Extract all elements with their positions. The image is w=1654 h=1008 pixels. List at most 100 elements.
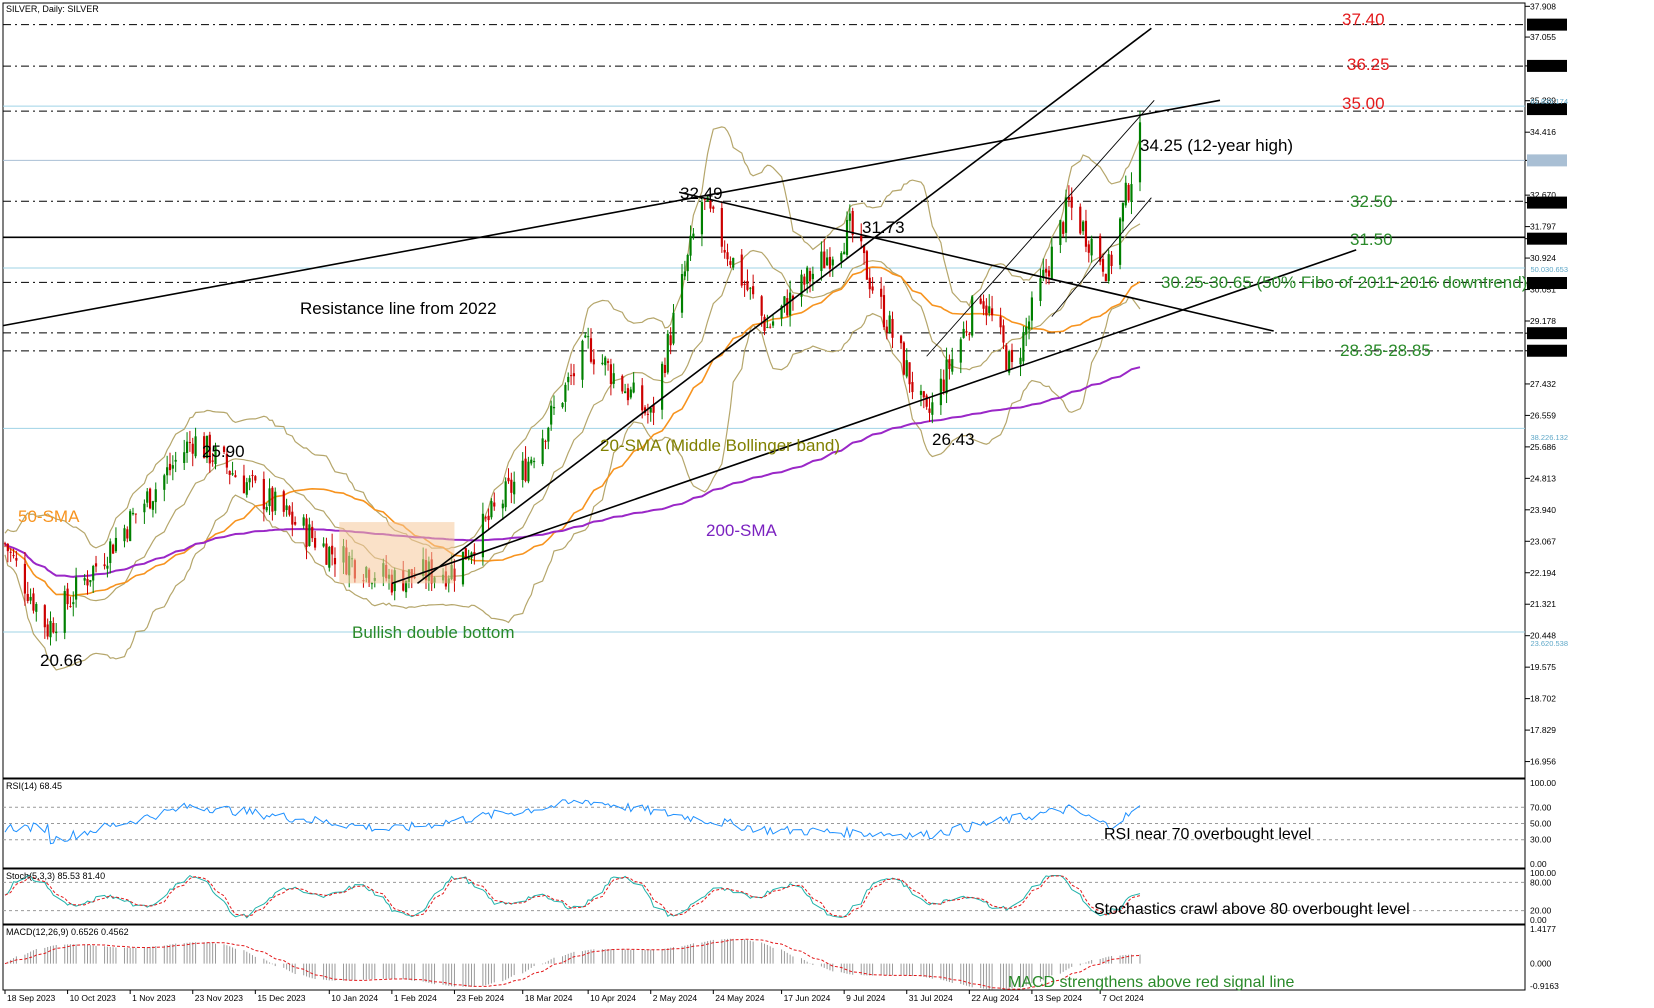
candle-body [561,402,564,408]
trend-lines [2,27,1357,585]
candle-body [931,402,934,415]
stoch-k-line [4,874,1141,919]
candle-body [1107,254,1110,281]
candle-body [587,336,590,338]
candle-body [564,384,567,402]
candle-body [487,515,490,521]
candle-body [899,335,903,344]
y-tick-box [1527,154,1567,167]
candle-body [723,249,726,253]
candle-body [262,478,265,510]
candle-body [820,251,823,272]
candle-body [826,257,829,266]
candle-body [69,606,72,608]
candle-body [865,251,869,280]
candle-body [234,475,237,478]
candle-body [862,244,866,254]
candle-body [1064,197,1068,233]
x-tick-label: 18 Mar 2024 [525,993,573,1003]
candle-body [390,574,393,593]
sma20-annotation: 20-SMA (Middle Bollinger band) [600,436,840,455]
candle-body [1005,345,1008,371]
candle-body [902,342,905,375]
x-tick-label: 7 Oct 2024 [1102,993,1144,1003]
channel-upper [926,100,1155,357]
candle-body [464,548,467,560]
fibo-236-label: 23.620.538 [1530,639,1568,648]
y-tick-label: 16.956 [1530,757,1556,767]
long-support-line [391,249,1357,585]
candle-body [404,580,408,593]
candle-body [803,276,806,285]
x-tick-label: 24 May 2024 [715,993,764,1003]
candle-body [601,362,604,365]
candle-body [948,359,951,369]
y-tick-label: 18.702 [1530,694,1556,704]
bollinger-upper [4,126,1141,550]
candle-body [760,296,763,316]
candle-body [911,382,914,393]
peak-may-annotation: 32.49 [680,184,723,203]
candle-body [9,551,12,553]
candle-body [86,578,89,586]
y-tick-label: 32.463 [1530,198,1556,208]
price-levels [3,24,1525,352]
candle-body [928,408,931,413]
candle-body [1039,278,1042,301]
candle-body [288,506,291,515]
candle-body [1042,269,1045,278]
low-aug-annotation: 26.43 [932,430,975,449]
candle-body [1127,184,1130,201]
candle-body [493,502,496,507]
y-tick-label: 26.559 [1530,410,1556,420]
candle-body [786,298,789,316]
stoch-tick-label: 100.00 [1530,868,1556,878]
candle-body [581,340,584,380]
candle-body [1130,184,1133,202]
candle-body [1045,268,1048,273]
candle-body [624,391,627,394]
fibo-lines [3,105,1525,633]
candle-body [183,452,186,463]
x-tick-label: 1 Feb 2024 [394,993,437,1003]
candle-body [945,359,948,394]
peak-nov-annotation: 25.90 [202,442,245,461]
level-31-50-label: 31.50 [1350,230,1393,249]
candle-body [43,605,46,628]
candle-body [251,474,254,476]
macd-annotation: MACD strengthens above red signal line [1008,974,1294,991]
rsi-tick-label: 100.00 [1530,778,1556,788]
candle-body [154,489,157,503]
candle-body [880,288,883,297]
candle-body [851,210,854,235]
candle-body [709,200,712,209]
candle-body [222,446,226,452]
candle-body [845,219,849,255]
candle-body [669,335,672,346]
candle-body [1084,220,1088,247]
sma200-annotation: 200-SMA [706,521,778,540]
candle-body [729,261,732,265]
axes: 37.90837.05536.25535.28934.41633.63432.6… [4,1,1567,1003]
candle-body [968,333,971,335]
sma50-annotation: 50-SMA [18,507,80,526]
rsi-tick-label: 70.00 [1530,802,1552,812]
candle-body [1118,218,1122,265]
x-tick-label: 17 Jun 2024 [784,993,831,1003]
low-oct-annotation: 20.66 [40,651,83,670]
main-panel-frame [2,2,1526,779]
candle-body [313,537,317,548]
level-32-50-label: 32.50 [1350,192,1393,211]
candle-body [692,233,695,238]
candle-body [959,339,962,363]
candle-body [641,385,644,411]
candle-body [245,482,248,495]
candle-body [191,443,194,454]
candle-body [746,280,749,290]
candle-body [649,407,652,413]
candle-body [205,435,209,459]
candles [3,110,1142,646]
x-tick-label: 10 Apr 2024 [590,993,636,1003]
x-tick-label: 13 Sep 2024 [1034,993,1082,1003]
candle-body [168,463,172,471]
